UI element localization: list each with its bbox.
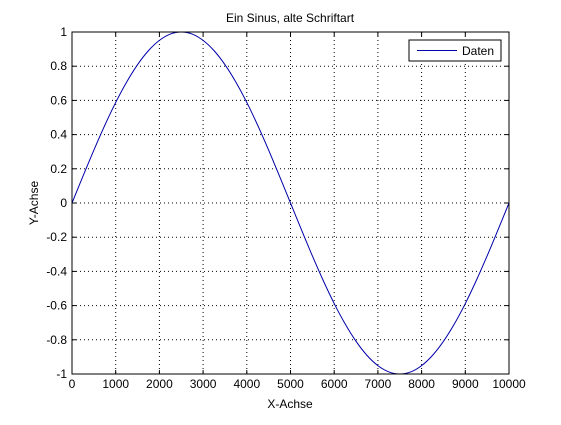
y-tick-label: 0.2 xyxy=(50,162,67,176)
x-tick-label: 4000 xyxy=(233,377,260,391)
x-tick-label: 9000 xyxy=(452,377,479,391)
x-tick-label: 1000 xyxy=(102,377,129,391)
x-tick-label: 3000 xyxy=(190,377,217,391)
y-axis-label: Y-Achse xyxy=(27,181,41,226)
grid-lines xyxy=(72,32,509,374)
y-tick-label: 0.4 xyxy=(50,128,67,142)
chart-title: Ein Sinus, alte Schriftart xyxy=(226,11,355,25)
series-line-daten xyxy=(71,31,510,375)
x-tick-label: 8000 xyxy=(408,377,435,391)
y-tick-label: -1 xyxy=(56,367,67,381)
x-tick-label: 6000 xyxy=(321,377,348,391)
legend: Daten xyxy=(408,39,502,62)
x-axis-label: X-Achse xyxy=(267,397,313,411)
legend-label: Daten xyxy=(462,44,494,58)
plot-area-frame xyxy=(71,31,510,375)
y-tick-label: -0.6 xyxy=(46,299,67,313)
y-tick-label: -0.2 xyxy=(46,230,67,244)
axis-ticks: 0 1000 2000 3000 4000 5000 6000 7000 8000 9000 100… xyxy=(46,25,526,391)
y-tick-label: -0.4 xyxy=(46,264,67,278)
y-tick-label: 0.8 xyxy=(50,59,67,73)
y-tick-label: 1 xyxy=(60,25,67,39)
x-tick-label: 0 xyxy=(69,377,76,391)
series-layer xyxy=(71,31,510,375)
x-tick-label: 2000 xyxy=(146,377,173,391)
y-tick-label: -0.8 xyxy=(46,333,67,347)
y-tick-label: 0.6 xyxy=(50,93,67,107)
x-tick-label: 10000 xyxy=(492,377,526,391)
y-tick-label: 0 xyxy=(60,196,67,210)
x-tick-label: 5000 xyxy=(277,377,304,391)
x-tick-label: 7000 xyxy=(365,377,392,391)
